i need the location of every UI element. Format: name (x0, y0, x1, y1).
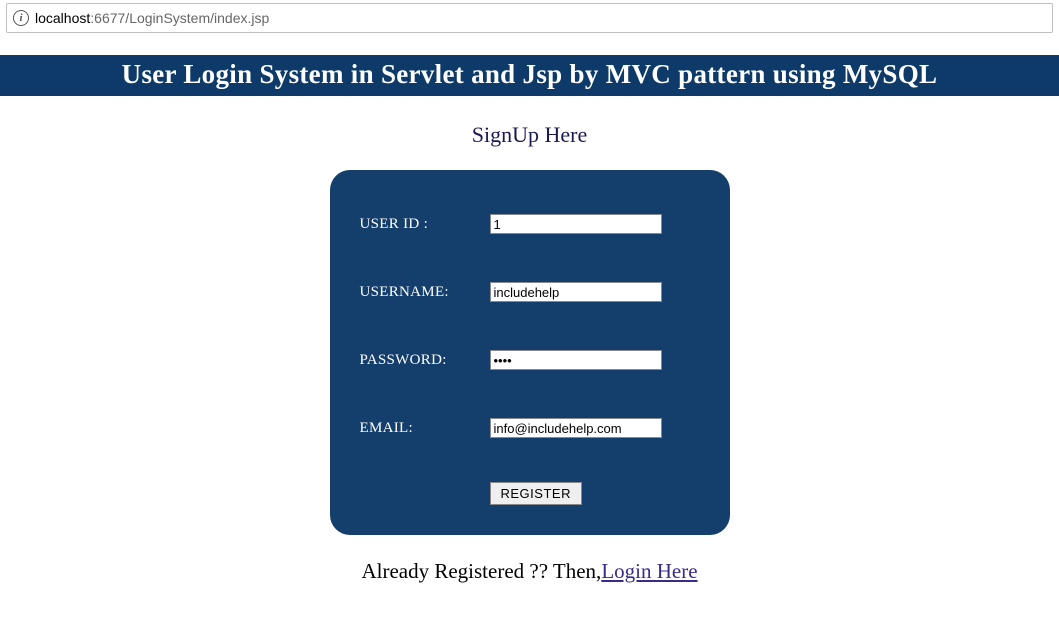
form-row-user-id: USER ID : (360, 214, 700, 234)
password-input[interactable] (490, 350, 662, 370)
email-input[interactable] (490, 418, 662, 438)
username-label: USERNAME: (360, 284, 490, 301)
signup-form-card: USER ID : USERNAME: PASSWORD: EMAIL: REG… (330, 170, 730, 535)
url-path: :6677/LoginSystem/index.jsp (90, 10, 269, 26)
email-label: EMAIL: (360, 420, 490, 437)
user-id-input[interactable] (490, 214, 662, 234)
form-row-password: PASSWORD: (360, 350, 700, 370)
user-id-label: USER ID : (360, 216, 490, 233)
form-row-email: EMAIL: (360, 418, 700, 438)
page-banner: User Login System in Servlet and Jsp by … (0, 55, 1059, 96)
footer-line: Already Registered ?? Then,Login Here (0, 559, 1059, 584)
register-button[interactable]: REGISTER (490, 482, 582, 505)
browser-address-bar[interactable]: i localhost:6677/LoginSystem/index.jsp (6, 3, 1053, 33)
info-icon: i (13, 10, 29, 26)
password-label: PASSWORD: (360, 352, 490, 369)
username-input[interactable] (490, 282, 662, 302)
register-row: REGISTER (360, 482, 700, 505)
form-row-username: USERNAME: (360, 282, 700, 302)
login-here-link[interactable]: Login Here (601, 559, 697, 583)
url-text: localhost:6677/LoginSystem/index.jsp (35, 10, 269, 26)
footer-prefix: Already Registered ?? Then, (361, 559, 601, 583)
signup-heading: SignUp Here (0, 122, 1059, 148)
url-host: localhost (35, 10, 90, 26)
